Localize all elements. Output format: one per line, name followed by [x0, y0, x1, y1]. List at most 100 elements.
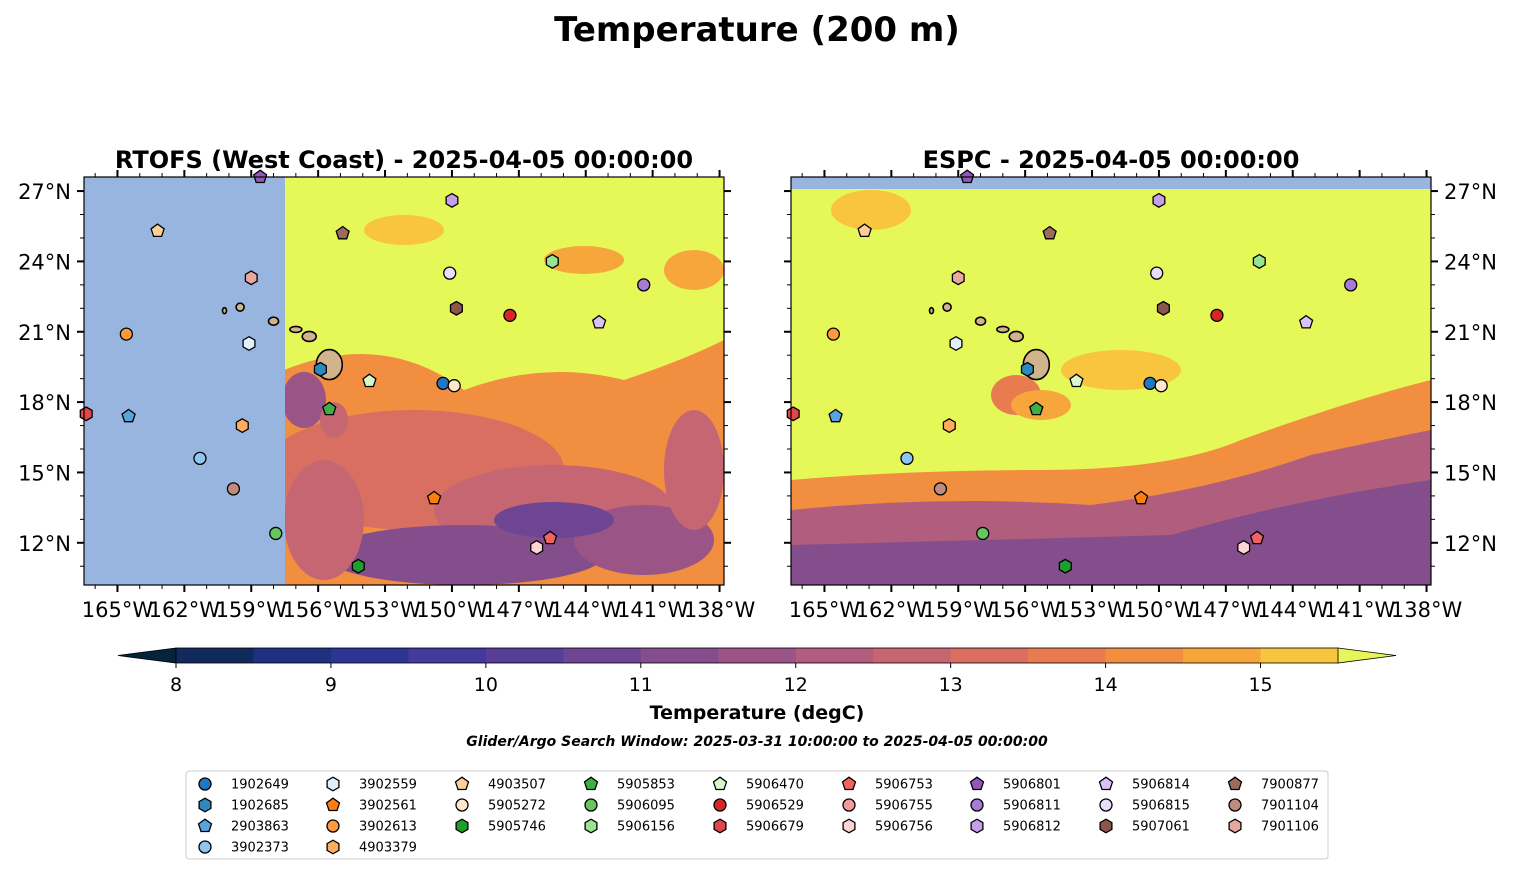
float-5906679: [79, 406, 93, 422]
island-4: [942, 302, 952, 312]
x-tick-label: 159°W: [216, 598, 288, 622]
legend-marker-5906756: [842, 818, 856, 834]
x-tick-label: 141°W: [1324, 598, 1396, 622]
float-5906812: [1152, 192, 1166, 208]
espc-float-markers: [786, 169, 1358, 574]
island-1: [1008, 330, 1025, 343]
contour-14.5-nw: [831, 190, 911, 230]
float-5906529: [1210, 308, 1224, 322]
float-3902561: [426, 490, 442, 505]
legend-label-1902685: 1902685: [231, 799, 289, 814]
legend-label-5906811: 5906811: [1003, 799, 1061, 814]
legend-label-5906470: 5906470: [746, 778, 804, 793]
float-5906753: [542, 530, 558, 545]
legend-label-5906812: 5906812: [1003, 820, 1061, 835]
colorbar-bin: [485, 648, 564, 663]
x-tick-label: 159°W: [923, 598, 995, 622]
legend-marker-1902685: [198, 797, 212, 813]
colorbar-bin: [1260, 648, 1339, 663]
legend-marker-7901106: [1228, 818, 1242, 834]
legend-label-5907061: 5907061: [1132, 820, 1190, 835]
colorbar-bin: [253, 648, 332, 663]
legend-label-3902613: 3902613: [359, 820, 417, 835]
island-1: [301, 330, 318, 343]
y-tick-label: 18°N: [1444, 391, 1497, 415]
float-3902373: [900, 451, 914, 466]
rtofs-temperature-contours: [264, 215, 724, 585]
colorbar-tick-label: 8: [170, 674, 182, 696]
legend-marker-5907061: [1099, 818, 1113, 834]
contour-10.5: [324, 525, 604, 585]
colorbar-tick-label: 13: [939, 674, 963, 696]
x-tick-label: 156°W: [282, 598, 354, 622]
legend-label-5906814: 5906814: [1132, 778, 1190, 793]
colorbar-bin: [795, 648, 874, 663]
legend-marker-4903379: [326, 839, 340, 855]
colorbar-bin: [640, 648, 719, 663]
colorbar-bin: [1105, 648, 1184, 663]
float-5905272: [1154, 379, 1168, 393]
float-5906156: [1252, 253, 1266, 269]
float-1902685: [313, 361, 327, 377]
espc-outside-domain: [791, 177, 1431, 189]
y-tick-label: 27°N: [1444, 180, 1497, 204]
legend-label-4903507: 4903507: [488, 778, 546, 793]
contour-12-east: [664, 410, 724, 530]
colorbar-extend-high: [1337, 647, 1397, 664]
legend-label-3902559: 3902559: [359, 778, 417, 793]
float-7900877: [335, 225, 350, 240]
legend-box: [185, 770, 1329, 860]
float-5906753: [1249, 530, 1265, 545]
legend-label-3902561: 3902561: [359, 799, 417, 814]
y-tick-label: 24°N: [1444, 250, 1497, 274]
colorbar-frame: [175, 647, 1339, 664]
x-tick-label: 156°W: [989, 598, 1061, 622]
legend-marker-5906095: [584, 798, 598, 812]
x-tick-label: 153°W: [349, 598, 421, 622]
contour-14.5-north: [364, 215, 444, 245]
rtofs-field: [84, 177, 724, 585]
espc-map-frame: [790, 176, 1432, 586]
rtofs-panel-title: RTOFS (West Coast) - 2025-04-05 00:00:00: [115, 146, 693, 174]
legend-label-7901104: 7901104: [1261, 799, 1319, 814]
legend-label-3902373: 3902373: [231, 841, 289, 856]
float-2903863: [121, 408, 136, 423]
legend-marker-5906755: [842, 798, 856, 812]
colorbar-label: Temperature (degC): [650, 702, 865, 724]
legend-marker-5906470: [712, 776, 728, 791]
colorbar-bin: [950, 648, 1029, 663]
island-3: [267, 316, 280, 327]
float-5906815: [443, 266, 457, 280]
float-4903507: [150, 223, 165, 238]
legend-label-5906679: 5906679: [746, 820, 804, 835]
x-tick-label: 147°W: [1190, 598, 1262, 622]
x-tick-label: 162°W: [149, 598, 221, 622]
rtofs-map-frame: [83, 176, 725, 586]
legend-marker-5906814: [1098, 776, 1114, 791]
colorbar-bin: [408, 648, 487, 663]
colorbar-tick-label: 10: [474, 674, 498, 696]
y-tick-label: 15°N: [1444, 461, 1497, 485]
float-7901104: [226, 482, 241, 496]
x-tick-label: 144°W: [550, 598, 622, 622]
contour-14-north: [544, 246, 624, 274]
float-5906812: [445, 192, 459, 208]
legend-label-2903863: 2903863: [231, 820, 289, 835]
float-5906814: [591, 314, 607, 329]
float-1902685: [1020, 361, 1034, 377]
float-1902649: [436, 376, 450, 390]
x-tick-label: 165°W: [789, 598, 861, 622]
contour-14-ne: [664, 250, 724, 290]
island-2: [996, 325, 1010, 334]
float-5906814: [1298, 314, 1314, 329]
colorbar-tick-label: 11: [629, 674, 653, 696]
island-5: [928, 306, 935, 315]
x-tick-label: 150°W: [1123, 598, 1195, 622]
float-3902613: [826, 327, 841, 341]
legend-label-5906753: 5906753: [875, 778, 933, 793]
colorbar-bin: [176, 648, 254, 663]
legend-label-5906529: 5906529: [746, 799, 804, 814]
colorbar-bin: [1028, 648, 1107, 663]
x-tick-label: 150°W: [416, 598, 488, 622]
float-7900877: [1042, 225, 1057, 240]
